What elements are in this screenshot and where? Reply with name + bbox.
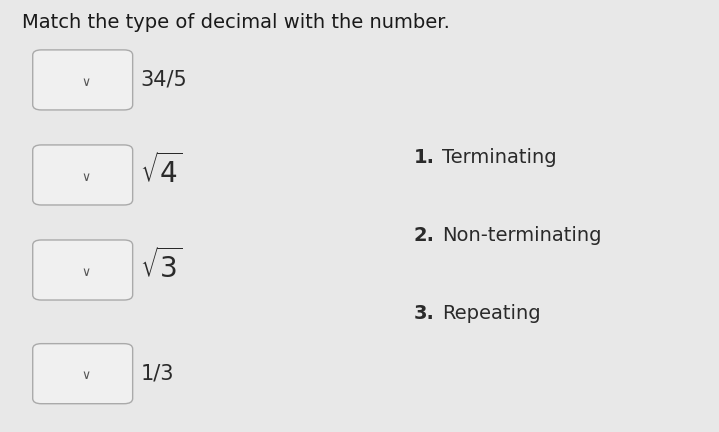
- Text: ∨: ∨: [82, 266, 91, 279]
- FancyBboxPatch shape: [33, 344, 132, 403]
- Text: Terminating: Terminating: [442, 148, 557, 167]
- Text: 34/5: 34/5: [140, 70, 187, 90]
- Text: ∨: ∨: [82, 171, 91, 184]
- Text: 1.: 1.: [413, 148, 434, 167]
- FancyBboxPatch shape: [33, 240, 132, 300]
- Text: Match the type of decimal with the number.: Match the type of decimal with the numbe…: [22, 13, 449, 32]
- Text: Repeating: Repeating: [442, 304, 541, 323]
- Text: $\sqrt{3}$: $\sqrt{3}$: [140, 248, 183, 283]
- FancyBboxPatch shape: [33, 50, 132, 110]
- Text: Non-terminating: Non-terminating: [442, 226, 602, 245]
- Text: ∨: ∨: [82, 369, 91, 382]
- Text: $\sqrt{4}$: $\sqrt{4}$: [140, 153, 183, 188]
- Text: ∨: ∨: [82, 76, 91, 89]
- Text: 1/3: 1/3: [140, 364, 174, 384]
- Text: 2.: 2.: [413, 226, 434, 245]
- FancyBboxPatch shape: [33, 145, 132, 205]
- Text: 3.: 3.: [413, 304, 434, 323]
